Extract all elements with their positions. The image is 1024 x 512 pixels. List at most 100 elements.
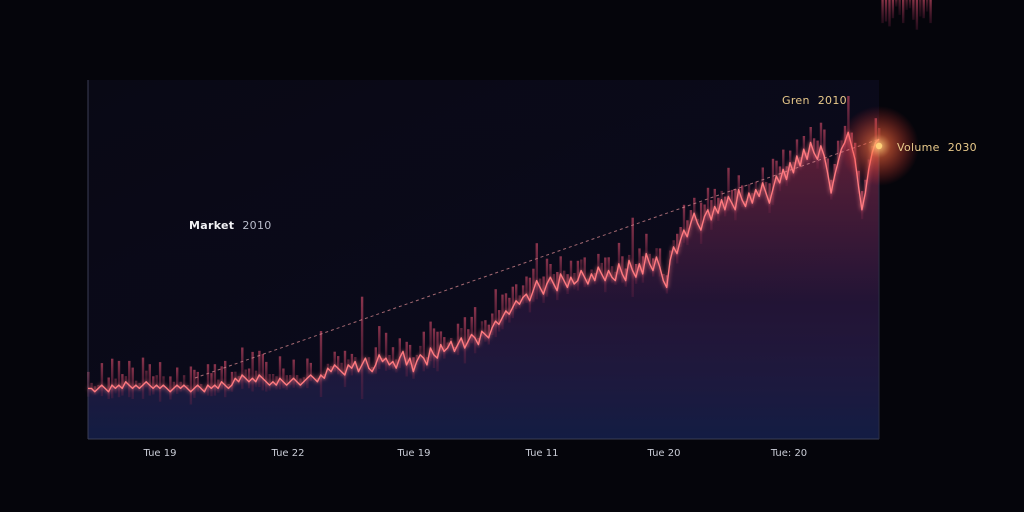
volume-bar	[443, 337, 446, 359]
annotation-gren: Gren 2010	[782, 94, 847, 107]
volume-bar	[484, 320, 487, 342]
volume-bar	[819, 122, 823, 158]
volume-bar	[412, 357, 415, 379]
volume-bar	[467, 329, 470, 348]
volume-bar	[152, 376, 155, 395]
volume-bar	[573, 273, 576, 290]
volume-bar	[860, 191, 864, 220]
volume-bar	[802, 136, 806, 156]
volume-bar	[176, 367, 179, 394]
volume-bar	[422, 331, 425, 372]
volume-bar	[347, 359, 350, 368]
trend-line	[194, 138, 880, 379]
volume-bar	[747, 184, 751, 198]
volume-bar	[703, 204, 706, 223]
volume-bar	[210, 373, 213, 397]
volume-bar	[155, 375, 158, 391]
volume-bar	[706, 187, 710, 221]
volume-bar	[141, 357, 145, 399]
series-line	[88, 131, 880, 393]
volume-bar	[230, 371, 234, 392]
volume-bar	[261, 354, 264, 391]
volume-bar	[292, 359, 295, 388]
volume-bar	[285, 375, 288, 391]
volume-bar	[200, 384, 203, 391]
volume-bar	[898, 0, 901, 15]
volume-bar	[367, 357, 371, 374]
volume-bar	[258, 350, 261, 388]
volume-bar	[241, 347, 244, 389]
volume-bar	[566, 274, 569, 294]
volume-bar	[460, 328, 463, 343]
volume-bar	[638, 248, 641, 272]
volume-bar	[658, 248, 662, 277]
volume-bar	[648, 253, 651, 269]
volume-bar	[128, 360, 131, 398]
volume-bar	[545, 258, 549, 297]
volume-bar	[782, 149, 785, 180]
volume-bar	[908, 0, 912, 9]
volume-bar	[326, 363, 330, 371]
x-tick-label: Tue 11	[525, 448, 559, 459]
volume-bar	[823, 129, 826, 170]
volume-bar	[343, 350, 347, 388]
volume-bar	[93, 386, 97, 395]
volume-bar	[450, 338, 453, 343]
volume-bar	[597, 253, 600, 274]
volume-bar	[138, 382, 141, 392]
volume-bar	[775, 160, 778, 184]
volume-bar	[686, 220, 689, 246]
volume-bar	[217, 379, 220, 393]
volume-bar	[929, 0, 932, 24]
volume-bar	[148, 364, 151, 396]
volume-bar	[617, 242, 621, 275]
volume-bar	[816, 140, 819, 169]
volume-bar	[162, 376, 165, 390]
volume-bar	[693, 197, 696, 221]
volume-bar	[559, 256, 562, 283]
volume-bar	[319, 331, 323, 397]
volume-bar	[768, 183, 771, 213]
volume-bar	[456, 323, 460, 356]
volume-bar	[111, 358, 114, 399]
volume-bar	[590, 269, 593, 277]
volume-bar	[299, 378, 302, 389]
volume-bar	[621, 256, 624, 283]
volume-bar	[607, 257, 610, 278]
volume-bar	[405, 341, 408, 377]
volume-bar	[515, 284, 518, 310]
volume-bar	[463, 317, 467, 364]
volume-bar	[727, 167, 730, 211]
volume-bar	[905, 0, 908, 10]
volume-bar	[521, 285, 525, 304]
volume-bar	[234, 371, 237, 382]
volume-bar	[480, 321, 484, 337]
volume-bar	[737, 175, 740, 197]
volume-bar	[436, 331, 439, 372]
volume-bar	[244, 369, 247, 383]
volume-bar	[645, 233, 648, 264]
volume-bar	[247, 368, 251, 389]
volume-bar	[470, 316, 473, 344]
volume-bar	[809, 127, 812, 151]
volume-bar	[676, 233, 679, 264]
volume-bar	[881, 0, 884, 24]
volume-bar	[713, 188, 716, 216]
volume-bar	[220, 366, 223, 390]
volume-bar	[388, 355, 391, 370]
volume-bar	[717, 197, 720, 221]
volume-bar	[915, 0, 919, 30]
volume-bar	[306, 358, 309, 389]
volume-bar	[206, 364, 210, 396]
volume-bar	[761, 167, 764, 191]
volume-bar	[922, 0, 925, 19]
volume-bar	[251, 351, 254, 392]
volume-bar	[556, 272, 559, 301]
volume-bar	[497, 310, 501, 332]
volume-bar	[504, 293, 508, 320]
volume-bar	[699, 202, 703, 244]
volume-bar	[888, 0, 891, 27]
volume-bar	[795, 139, 799, 165]
volume-bar	[473, 307, 477, 354]
volume-bar	[491, 313, 494, 335]
